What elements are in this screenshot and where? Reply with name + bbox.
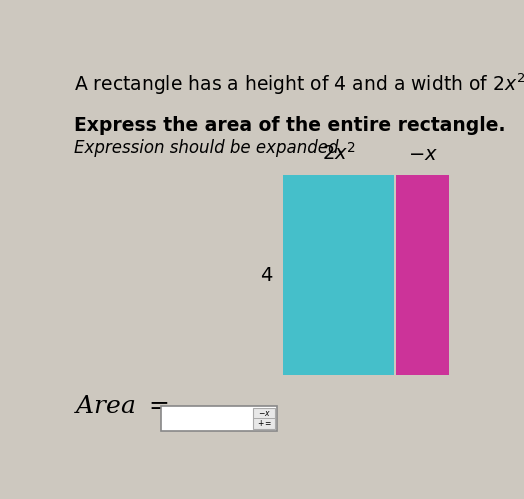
- Text: $2x^2$: $2x^2$: [322, 142, 356, 164]
- Text: $-x$: $-x$: [258, 409, 271, 418]
- Text: Expression should be expanded.: Expression should be expanded.: [73, 139, 343, 157]
- Bar: [253, 408, 276, 429]
- Text: $-x$: $-x$: [408, 145, 438, 164]
- Bar: [283, 175, 395, 375]
- Text: 4: 4: [260, 265, 272, 284]
- Text: Area $=$: Area $=$: [73, 395, 168, 418]
- Text: $+=$: $+=$: [257, 418, 272, 428]
- Bar: [397, 175, 449, 375]
- Text: A rectangle has a height of 4 and a width of $2x^2 - x$.: A rectangle has a height of 4 and a widt…: [73, 71, 524, 97]
- Text: Express the area of the entire rectangle.: Express the area of the entire rectangle…: [73, 116, 505, 135]
- Bar: [161, 406, 277, 431]
